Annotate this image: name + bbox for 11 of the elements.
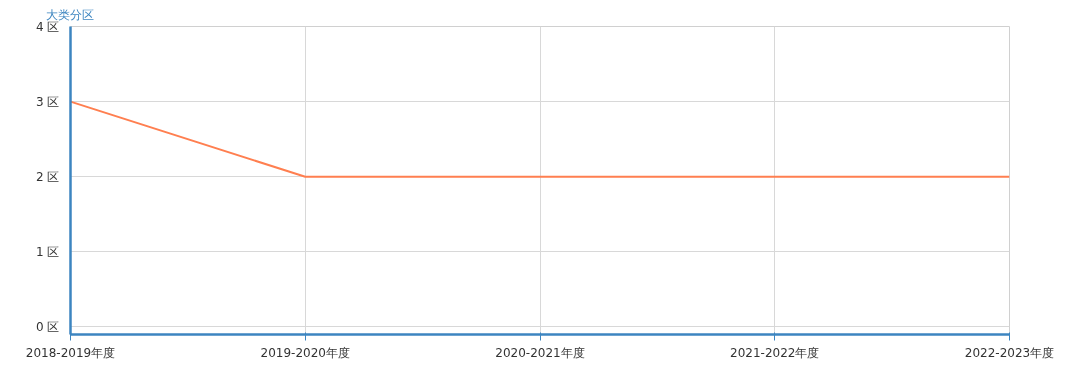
x-tick-label: 2022-2023年度 (964, 345, 1055, 360)
x-tick-label: 2021-2022年度 (730, 345, 820, 360)
y-axis-title: 大类分区 (45, 7, 94, 22)
x-tick-label: 2020-2021年度 (495, 345, 585, 360)
x-tick-label: 2018-2019年度 (25, 345, 116, 360)
y-tick-label: 1 区 (36, 244, 60, 259)
y-tick-label: 0 区 (36, 319, 60, 334)
y-tick-label: 2 区 (36, 169, 60, 184)
y-tick-label: 3 区 (36, 94, 60, 109)
y-tick-label: 4 区 (36, 19, 60, 34)
x-tick-label: 2019-2020年度 (260, 345, 350, 360)
